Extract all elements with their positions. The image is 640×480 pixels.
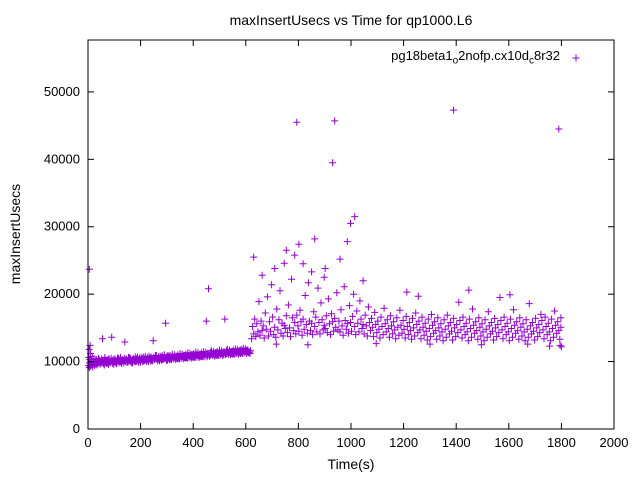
legend-label-subscript: o bbox=[452, 55, 459, 67]
legend-label-subscript: c bbox=[528, 55, 534, 67]
x-tick-label: 200 bbox=[130, 435, 152, 450]
legend-label: pg18beta1o2nofp.cx10dc8r32 bbox=[88, 48, 560, 67]
legend-marker-icon bbox=[572, 54, 580, 62]
x-tick-label: 1600 bbox=[494, 435, 523, 450]
y-tick-label: 30000 bbox=[44, 219, 80, 234]
plot-border bbox=[87, 39, 615, 430]
scatter-points bbox=[85, 106, 565, 372]
y-tick-label: 50000 bbox=[44, 84, 80, 99]
y-tick-label: 20000 bbox=[44, 286, 80, 301]
x-tick-label: 400 bbox=[182, 435, 204, 450]
x-tick-label: 600 bbox=[235, 435, 257, 450]
y-axis-label: maxInsertUsecs bbox=[7, 183, 23, 285]
x-tick-label: 1400 bbox=[442, 435, 471, 450]
x-tick-label: 0 bbox=[84, 435, 91, 450]
y-tick-label: 10000 bbox=[44, 354, 80, 369]
axis-ticks bbox=[87, 40, 615, 430]
y-tick-label: 40000 bbox=[44, 151, 80, 166]
chart-title: maxInsertUsecs vs Time for qp1000.L6 bbox=[229, 12, 473, 28]
legend-label-part: 2nofp.cx10d bbox=[458, 48, 529, 63]
legend-label-part: pg18beta1 bbox=[391, 48, 453, 63]
x-axis-label: Time(s) bbox=[327, 456, 375, 472]
tick-labels: 0 200 400 600 800 1000 1200 1400 1600 1800 2000010… bbox=[44, 84, 629, 450]
x-tick-label: 1200 bbox=[389, 435, 418, 450]
x-tick-label: 800 bbox=[288, 435, 310, 450]
x-tick-label: 1800 bbox=[547, 435, 576, 450]
x-tick-label: 2000 bbox=[600, 435, 629, 450]
y-tick-label: 0 bbox=[73, 421, 80, 436]
legend-label-part: 8r32 bbox=[533, 48, 560, 63]
x-tick-label: 1000 bbox=[337, 435, 366, 450]
